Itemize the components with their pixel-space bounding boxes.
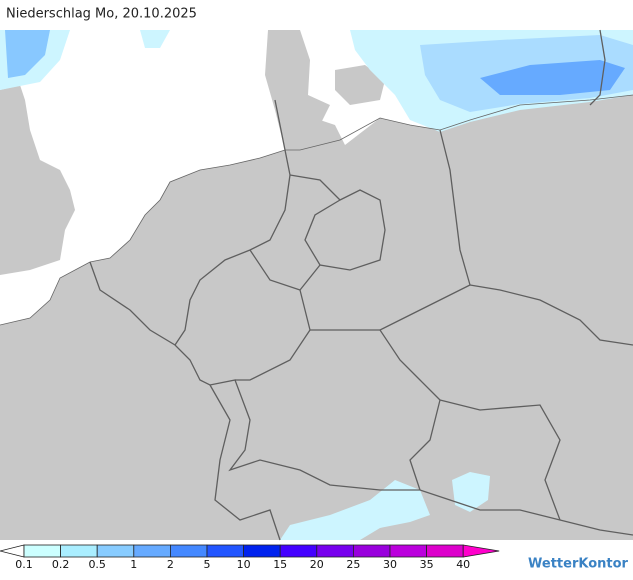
brand: WetterKontor bbox=[528, 557, 629, 572]
legend-swatch bbox=[389, 544, 427, 558]
legend-swatch bbox=[96, 544, 135, 558]
legend-label: 25 bbox=[346, 558, 360, 571]
border bbox=[589, 29, 606, 106]
north-sea bbox=[0, 30, 285, 325]
legend-swatch bbox=[206, 544, 244, 558]
precip-alps bbox=[452, 472, 490, 512]
border bbox=[249, 249, 321, 291]
legend-low-arrow bbox=[0, 544, 25, 558]
legend-swatch bbox=[169, 544, 208, 558]
legend-high-arrow bbox=[462, 544, 500, 558]
legend-swatch bbox=[352, 544, 391, 558]
border bbox=[209, 384, 281, 541]
legend-swatch bbox=[279, 544, 318, 558]
border bbox=[304, 189, 386, 271]
border bbox=[289, 174, 341, 201]
legend-label: 0.2 bbox=[52, 558, 70, 571]
legend-swatch bbox=[426, 544, 464, 558]
precip-heavy bbox=[480, 60, 625, 95]
legend-label: 20 bbox=[310, 558, 324, 571]
legend-swatch bbox=[316, 544, 354, 558]
border bbox=[379, 129, 471, 491]
legend-swatch bbox=[133, 544, 171, 558]
legend-swatch bbox=[60, 544, 98, 558]
legend-label: 0.5 bbox=[88, 558, 106, 571]
legend: 0.1 0.2 0.5 1 2 5 10 15 20 25 30 35 40 bbox=[0, 544, 500, 571]
precip-moderate bbox=[5, 30, 50, 78]
legend-label: 40 bbox=[456, 558, 470, 571]
border bbox=[89, 261, 633, 536]
precip-alps bbox=[280, 480, 430, 540]
border bbox=[469, 284, 633, 346]
denmark bbox=[268, 30, 330, 125]
legend-label: 5 bbox=[204, 558, 211, 571]
legend-label: 35 bbox=[420, 558, 434, 571]
precip-light bbox=[140, 30, 170, 48]
border bbox=[439, 399, 561, 521]
legend-swatch bbox=[23, 544, 61, 558]
legend-label: 1 bbox=[130, 558, 137, 571]
coastline bbox=[0, 94, 633, 326]
legend-label: 2 bbox=[167, 558, 174, 571]
legend-swatch bbox=[243, 544, 281, 558]
danish-islands bbox=[335, 65, 385, 105]
map-title: Niederschlag Mo, 20.10.2025 bbox=[6, 7, 197, 22]
border bbox=[235, 289, 311, 381]
map bbox=[0, 29, 633, 541]
legend-label: 10 bbox=[237, 558, 251, 571]
uk bbox=[0, 85, 75, 275]
legend-label: 30 bbox=[383, 558, 397, 571]
legend-label: 0.1 bbox=[15, 558, 33, 571]
legend-label: 15 bbox=[273, 558, 287, 571]
